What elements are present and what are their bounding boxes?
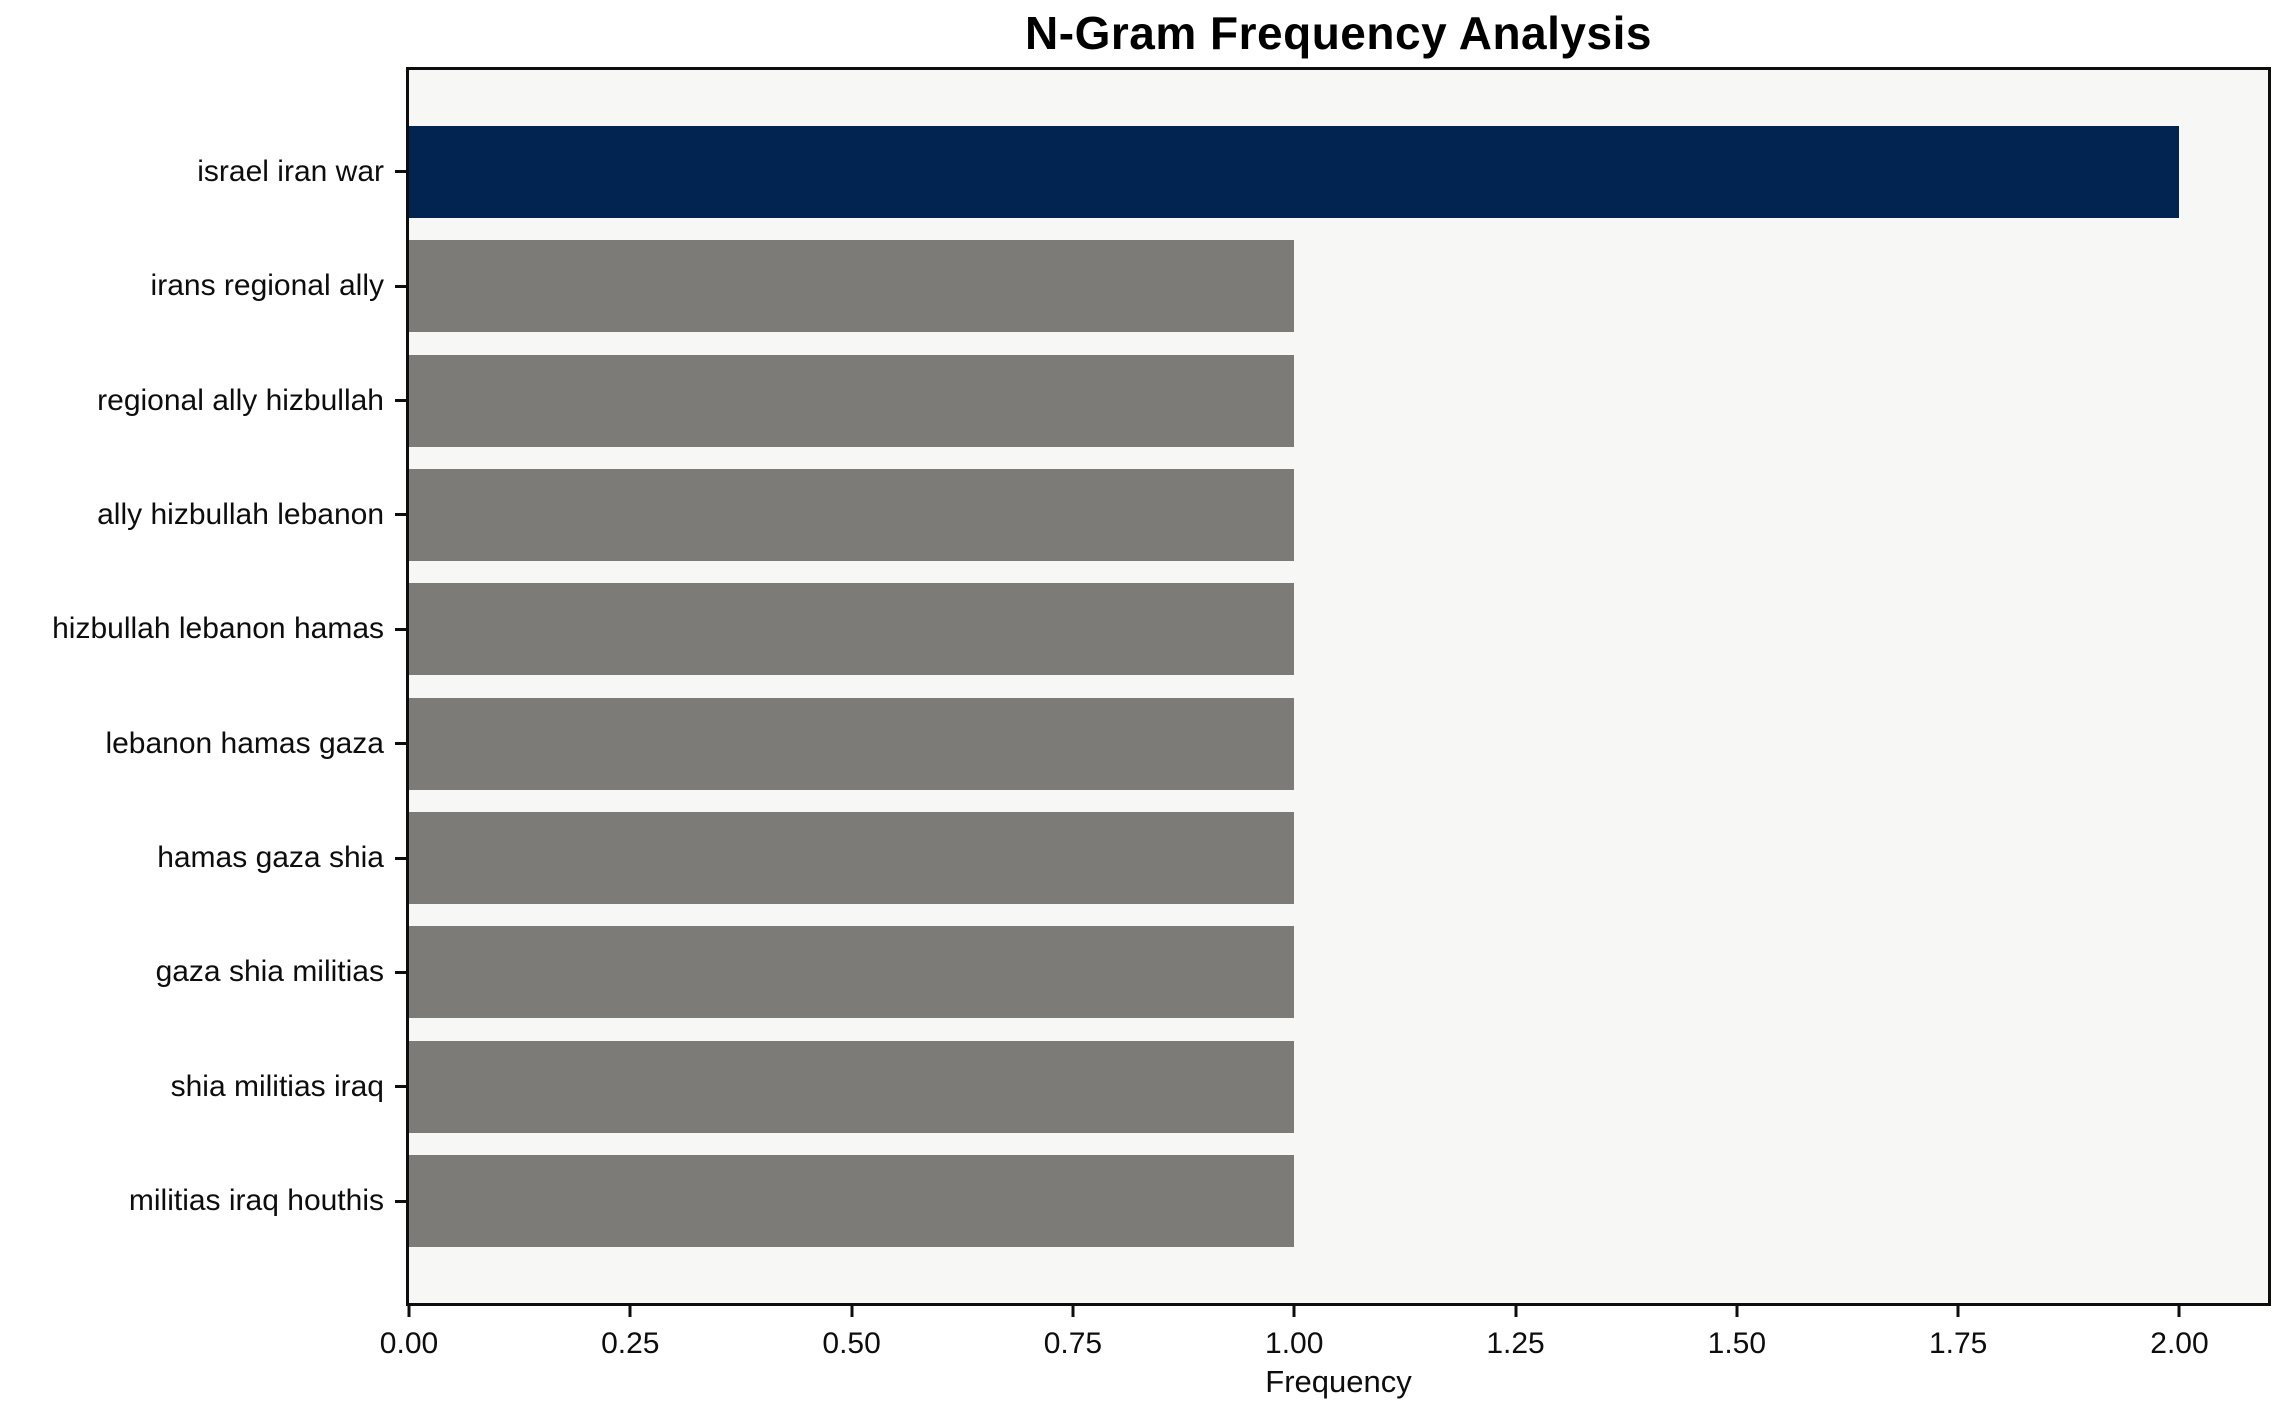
y-tick-mark <box>395 399 406 403</box>
x-tick-label: 2.00 <box>2150 1327 2209 1360</box>
x-tick-mark <box>2177 1306 2181 1317</box>
plot-area: israel iran war irans regional ally region… <box>52 67 2271 1360</box>
bar <box>409 697 1295 790</box>
y-tick-label: gaza shia militias <box>155 955 384 989</box>
y-tick-mark <box>395 742 406 746</box>
bar <box>409 1155 1295 1248</box>
x-tick-label: 0.00 <box>379 1327 439 1360</box>
bar <box>409 926 1295 1019</box>
x-tick-mark <box>850 1306 854 1317</box>
y-tick-label: israel iran war <box>197 154 384 188</box>
y-tick-mark <box>395 170 406 174</box>
x-tick-label: 1.75 <box>1928 1327 1988 1360</box>
x-tick-label: 1.00 <box>1265 1327 1324 1360</box>
bar <box>409 468 1295 561</box>
x-tick-mark <box>1292 1306 1296 1317</box>
bar <box>409 240 1295 333</box>
y-tick-mark <box>395 513 406 517</box>
y-tick-mark <box>395 627 406 631</box>
x-tick-label: 0.50 <box>822 1327 881 1360</box>
y-tick-mark <box>395 856 406 860</box>
x-tick-mark <box>1514 1306 1518 1317</box>
y-tick-mark <box>395 1199 406 1203</box>
x-tick-label: 1.25 <box>1486 1327 1545 1360</box>
bar <box>409 125 2180 218</box>
y-tick-label: shia militias iraq <box>170 1069 384 1103</box>
x-tick-mark <box>1735 1306 1739 1317</box>
chart-title: N-Gram Frequency Analysis <box>1025 7 1652 59</box>
y-tick-mark <box>395 970 406 974</box>
x-tick-label: 1.50 <box>1707 1327 1767 1360</box>
x-axis-label: Frequency <box>1265 1364 1412 1399</box>
y-tick-label: lebanon hamas gaza <box>105 726 384 760</box>
y-tick-label: irans regional ally <box>150 269 384 303</box>
bar <box>409 812 1295 905</box>
x-tick-mark <box>407 1306 411 1317</box>
y-tick-label: militias iraq houthis <box>128 1184 384 1218</box>
y-tick-mark <box>395 284 406 288</box>
y-tick-label: regional ally hizbullah <box>97 383 384 417</box>
y-tick-label: hamas gaza shia <box>157 841 384 875</box>
y-tick-label: hizbullah lebanon hamas <box>52 612 384 646</box>
y-tick-mark <box>395 1085 406 1089</box>
x-tick-mark <box>1071 1306 1075 1317</box>
bar <box>409 583 1295 676</box>
bar <box>409 1040 1295 1133</box>
x-tick-mark <box>1956 1306 1960 1317</box>
bar <box>409 354 1295 447</box>
x-tick-mark <box>628 1306 632 1317</box>
x-tick-label: 0.25 <box>601 1327 660 1360</box>
x-tick-label: 0.75 <box>1043 1327 1103 1360</box>
y-tick-label: ally hizbullah lebanon <box>97 497 384 531</box>
